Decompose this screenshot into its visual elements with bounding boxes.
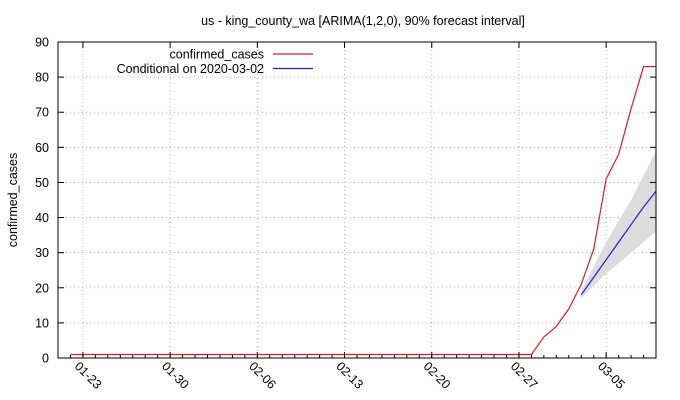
y-tick-label: 10 (35, 316, 49, 330)
y-tick-label: 80 (35, 71, 49, 85)
forecast-interval-band (581, 150, 656, 299)
chart-title: us - king_county_wa [ARIMA(1,2,0), 90% f… (201, 14, 525, 28)
y-tick-label: 70 (35, 106, 49, 120)
legend-label: Conditional on 2020-03-02 (117, 62, 264, 76)
x-tick-label: 02-13 (333, 359, 366, 392)
series-lines (70, 65, 657, 356)
x-tick-label: 02-06 (246, 359, 279, 392)
y-ticks: 0 10 20 30 40 50 60 70 80 90 (35, 36, 656, 366)
y-tick-label: 90 (35, 36, 49, 50)
legend-entry-confirmed-cases: confirmed_cases (170, 48, 313, 62)
series-line-conditional-forecast (580, 190, 657, 296)
y-tick-label: 40 (35, 211, 49, 225)
y-tick-label: 30 (35, 246, 49, 260)
x-tick-label: 02-20 (421, 359, 454, 392)
y-tick-label: 0 (42, 352, 49, 366)
forecast-interval-area (581, 150, 656, 299)
x-ticks: 01-23 01-30 02-06 02-13 02-20 02-27 03-05 (57, 42, 657, 392)
x-tick-label: 01-30 (159, 359, 192, 392)
x-tick-label: 02-27 (508, 359, 541, 392)
legend-label: confirmed_cases (170, 48, 265, 62)
y-tick-label: 20 (35, 281, 49, 295)
series-line-confirmed-cases (70, 65, 656, 356)
plot-border (57, 41, 657, 359)
y-axis-label: confirmed_cases (6, 153, 20, 248)
x-tick-label: 03-05 (595, 359, 628, 392)
x-tick-label: 01-23 (72, 359, 105, 392)
plot-frame (57, 41, 657, 359)
legend-entry-conditional-forecast: Conditional on 2020-03-02 (117, 62, 313, 76)
y-tick-label: 50 (35, 176, 49, 190)
y-tick-label: 60 (35, 141, 49, 155)
grid (58, 42, 656, 358)
